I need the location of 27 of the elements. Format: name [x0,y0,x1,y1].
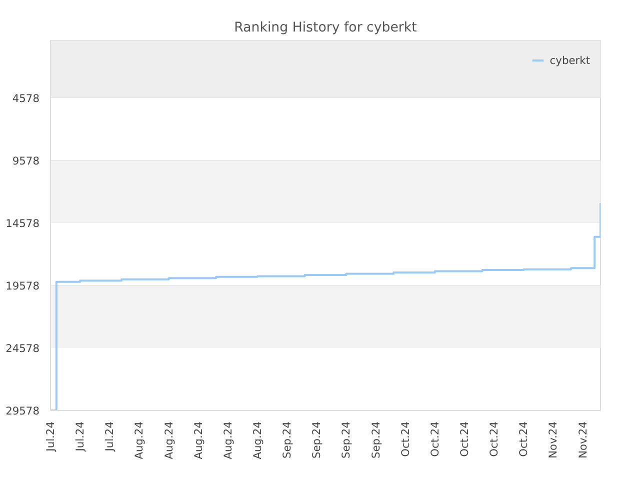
x-tick-label: Aug.24 [162,421,176,460]
x-tick-label: Sep.24 [340,421,353,459]
x-tick-label: Oct.24 [398,421,412,457]
x-tick-label: Nov.24 [576,421,590,458]
x-tick-label: Aug.24 [132,421,146,460]
y-tick-label: 14578 [6,216,40,230]
x-tick-label: Sep.24 [369,421,382,459]
y-tick-label: 9578 [12,154,40,168]
x-tick-label: Sep.24 [310,421,324,459]
x-tick-label: Aug.24 [250,421,264,460]
x-tick-label: Jul.24 [44,421,57,452]
y-tick-label: 19578 [6,279,40,292]
legend-label: cyberkt [550,54,590,66]
x-tick-label: Aug.24 [192,421,205,460]
y-tick-label: 24578 [6,342,40,355]
x-tick-label: Oct.24 [458,421,471,457]
chart-title: Ranking History for cyberkt [234,20,417,36]
x-tick-label: Oct.24 [488,421,501,457]
x-tick-label: Nov.24 [546,421,560,458]
x-tick-label: Jul.24 [103,421,116,452]
x-tick-label: Sep.24 [280,421,294,459]
y-tick-label: 4578 [12,92,40,105]
y-tick-label: 29578 [6,404,40,418]
x-tick-label: Oct.24 [428,421,442,457]
x-tick-label: Jul.24 [74,421,87,452]
x-tick-label: Oct.24 [517,421,530,457]
x-tick-label: Aug.24 [221,421,234,460]
